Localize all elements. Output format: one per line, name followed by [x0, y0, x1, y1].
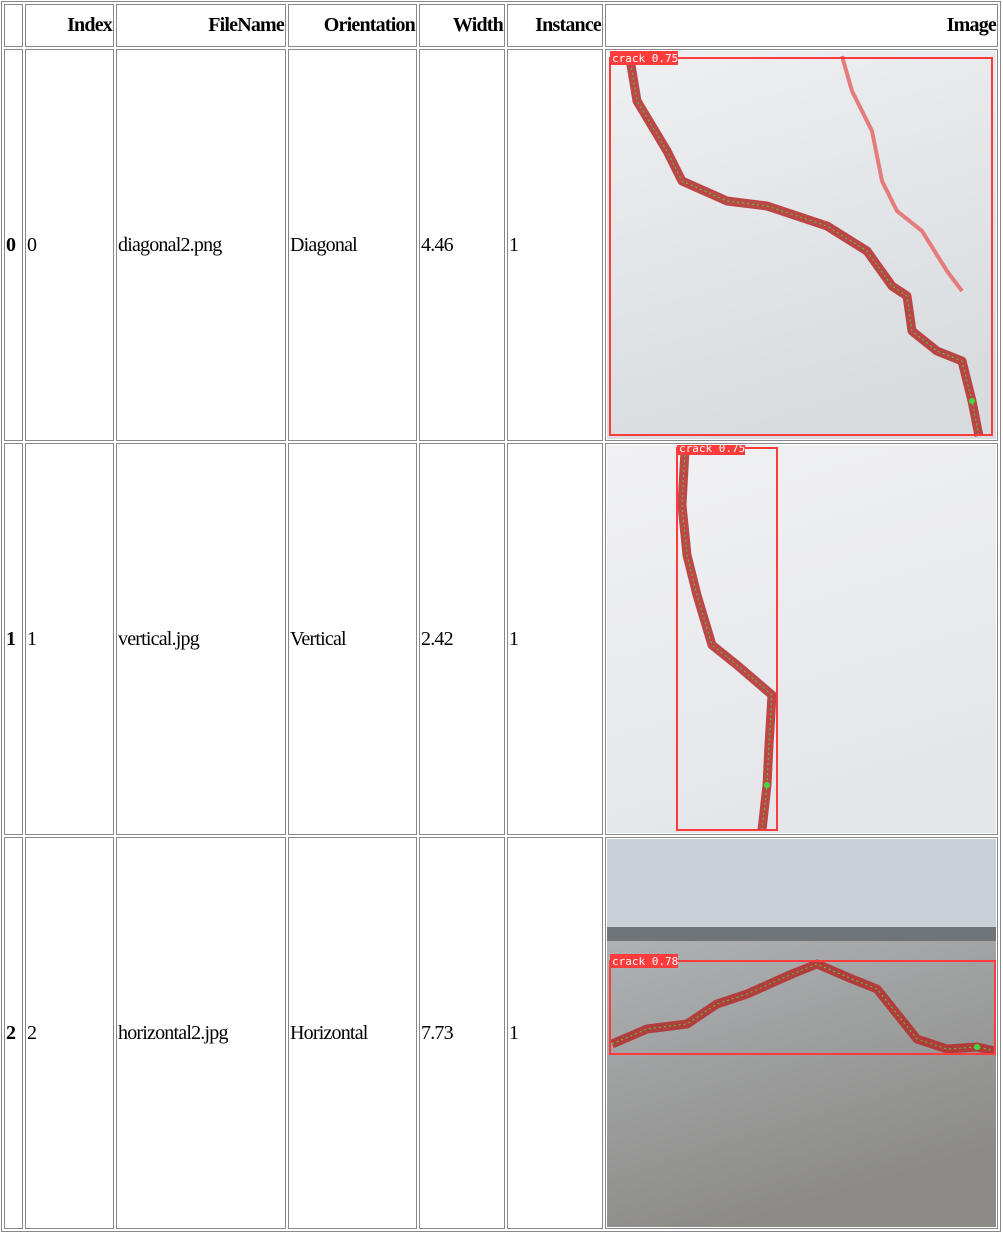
image-cell: crack 0.78: [605, 837, 998, 1229]
crack-point: [764, 782, 770, 788]
table-cell: 1: [507, 837, 603, 1229]
crack-outline: [628, 52, 980, 437]
table-cell: 4.46: [419, 49, 505, 441]
table-cell: 1: [507, 443, 603, 835]
table-cell: 2.42: [419, 443, 505, 835]
crack-image: crack 0.78: [607, 839, 996, 1227]
table-row: 2 2 horizontal2.jpg Horizontal 7.73 1 crack 0.…: [4, 837, 998, 1229]
table-cell: Diagonal: [288, 49, 417, 441]
bounding-box: [609, 57, 993, 436]
faint-crack: [840, 55, 964, 293]
row-header: 2: [4, 837, 23, 1229]
table-cell: Horizontal: [288, 837, 417, 1229]
column-header: FileName: [116, 4, 286, 47]
crack-outline: [611, 963, 996, 1052]
column-header: Index: [25, 4, 114, 47]
crack-outline: [681, 449, 773, 831]
table-row: 1 1 vertical.jpg Vertical 2.42 1 crack 0.75: [4, 443, 998, 835]
table-body: 0 0 diagonal2.png Diagonal 4.46 1 crack 0.75 1 1…: [4, 49, 998, 1229]
column-header: Instance: [507, 4, 603, 47]
box-label: crack 0.75: [679, 445, 745, 455]
table-cell: 0: [25, 49, 114, 441]
image-cell: crack 0.75: [605, 49, 998, 441]
row-header: 1: [4, 443, 23, 835]
table-cell: Vertical: [288, 443, 417, 835]
table-cell: vertical.jpg: [116, 443, 286, 835]
crack-image: crack 0.75: [607, 51, 996, 439]
image-cell: crack 0.75: [605, 443, 998, 835]
column-header: Orientation: [288, 4, 417, 47]
box-label-bg: [677, 445, 745, 455]
table-cell: diagonal2.png: [116, 49, 286, 441]
crack-point: [974, 1044, 980, 1050]
crack-point: [969, 398, 975, 404]
image-background: [607, 445, 996, 833]
image-background: [607, 51, 996, 439]
concrete-band: [607, 839, 996, 934]
concrete-groove: [607, 927, 996, 941]
table-cell: 2: [25, 837, 114, 1229]
crack-image: crack 0.75: [607, 445, 996, 833]
bounding-box: [609, 960, 996, 1055]
column-header: Width: [419, 4, 505, 47]
table-cell: 7.73: [419, 837, 505, 1229]
header-row: Index FileName Orientation Width Instanc…: [4, 4, 998, 47]
box-label-bg: [610, 954, 678, 968]
row-header: 0: [4, 49, 23, 441]
corner-cell: [4, 4, 23, 47]
column-header: Image: [605, 4, 998, 47]
table-cell: horizontal2.jpg: [116, 837, 286, 1229]
box-label: crack 0.75: [612, 52, 678, 65]
table-row: 0 0 diagonal2.png Diagonal 4.46 1 crack 0.75: [4, 49, 998, 441]
table-cell: 1: [25, 443, 114, 835]
box-label: crack 0.78: [612, 955, 678, 968]
table-cell: 1: [507, 49, 603, 441]
box-label-bg: [610, 51, 678, 65]
